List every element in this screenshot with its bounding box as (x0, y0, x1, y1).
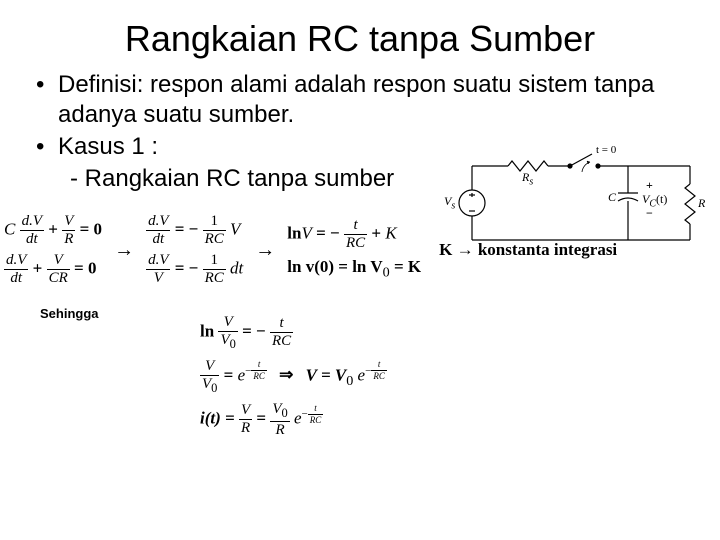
bullet-mark: • (36, 70, 58, 130)
bullet-indent (36, 164, 58, 194)
eq-2a: d.Vdt = − 1RC V (146, 214, 243, 247)
eq-col-1: C d.Vdt + VR = 0 d.Vdt + VCR = 0 (4, 214, 102, 286)
eq-r1: ln VV0 = − tRC (200, 315, 720, 351)
slide-title: Rangkaian RC tanpa Sumber (0, 0, 720, 70)
circuit-diagram: Vs Rs t = 0 C + VC(t) − R (450, 148, 705, 253)
r-label: R (698, 196, 705, 211)
arrow-2-icon: → (255, 239, 275, 262)
bullet-2-text: Kasus 1 : (58, 132, 158, 162)
eq-2b: d.VV = − 1RC dt (146, 253, 243, 286)
bullet-1-text: Definisi: respon alami adalah respon sua… (58, 70, 684, 130)
eq-3b: ln v(0) = ln V0 = K (287, 257, 421, 281)
bullet-mark: • (36, 132, 58, 162)
bullet-1: • Definisi: respon alami adalah respon s… (36, 70, 684, 130)
bullet-2-sub-text: - Rangkaian RC tanpa sumber (58, 164, 394, 194)
eq-r3: i(t) = VR = V0R e−tRC (200, 402, 720, 438)
vc-plus: + (646, 178, 653, 193)
eq-result-col: ln VV0 = − tRC VV0 = e−tRC ⇒ V = V0 e−tR… (200, 315, 720, 438)
eq-col-3: lnV = − tRC + K ln v(0) = ln V0 = K (287, 218, 421, 281)
c-label: C (608, 190, 616, 205)
vs-label: Vs (444, 194, 455, 211)
eq-r2: VV0 = e−tRC ⇒ V = V0 e−tRC (200, 359, 720, 395)
eq-3a: lnV = − tRC + K (287, 218, 421, 251)
arrow-1-icon: → (114, 239, 134, 262)
rs-label: Rs (522, 170, 533, 187)
t0-label: t = 0 (596, 144, 616, 156)
eq-1a: C d.Vdt + VR = 0 (4, 214, 102, 247)
eq-col-2: d.Vdt = − 1RC V d.VV = − 1RC dt (146, 214, 243, 286)
vc-minus: − (646, 206, 653, 221)
eq-1b: d.Vdt + VCR = 0 (4, 253, 102, 286)
